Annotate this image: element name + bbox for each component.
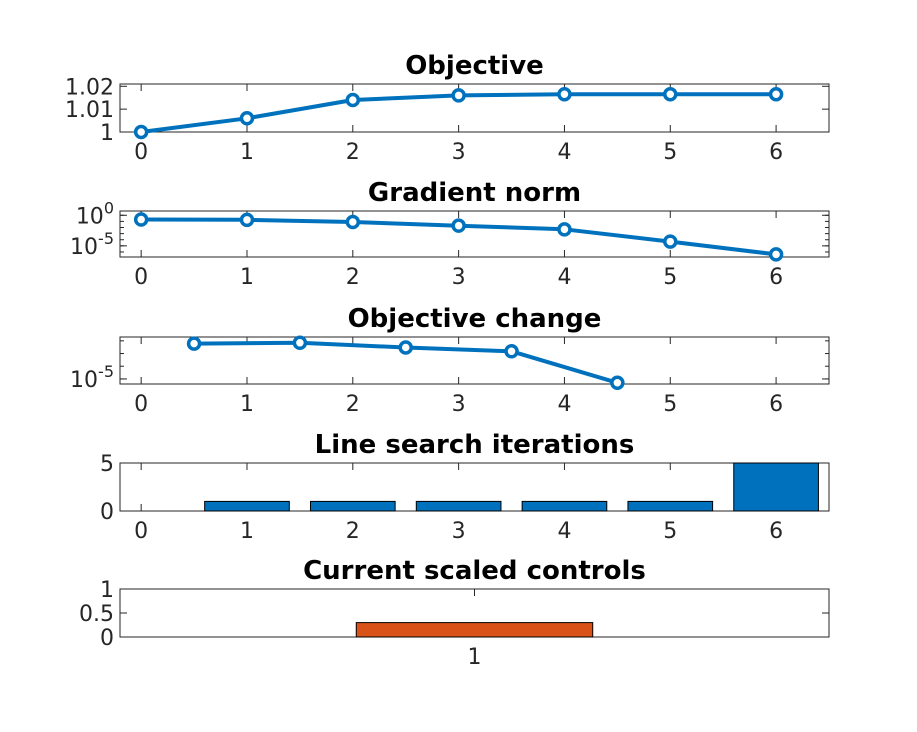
x-tick-label: 1 [240, 265, 254, 290]
y-tick-label: 0 [100, 500, 114, 525]
x-tick-label: 2 [346, 265, 360, 290]
y-tick-label-exponent: -5 [98, 362, 114, 381]
y-tick-label: 0.5 [79, 602, 114, 627]
x-tick-label: 4 [557, 265, 571, 290]
bar [627, 500, 714, 512]
x-tick-label: 0 [134, 265, 148, 290]
x-tick-label: 6 [769, 519, 783, 544]
chart-title: Current scaled controls [303, 556, 646, 586]
bar [309, 500, 396, 512]
data-point [504, 344, 519, 359]
x-tick-label: 1 [240, 519, 254, 544]
data-point [557, 87, 572, 102]
x-tick-label: 6 [769, 265, 783, 290]
x-tick-label: 3 [452, 265, 466, 290]
y-tick-label-base: 10 [76, 204, 104, 229]
y-tick-label-base: 10 [70, 235, 98, 260]
x-tick-label: 4 [557, 392, 571, 417]
chart-title: Objective [405, 51, 544, 81]
subplot-3: Objective change 0 1 2 3 4 5 6 10-5 [70, 304, 830, 417]
chart-title: Gradient norm [368, 178, 581, 208]
chart-title: Objective change [348, 304, 602, 334]
y-tick-label: 1 [100, 121, 114, 146]
y-tick-label: 100 [76, 198, 114, 229]
y-tick-label: 0 [100, 626, 114, 651]
data-point [451, 88, 466, 103]
y-tick-label: 1.02 [65, 75, 114, 100]
data-point [239, 111, 255, 126]
y-tick-label: 5 [100, 452, 114, 477]
data-point [768, 87, 784, 102]
y-tick-label: 10-5 [70, 362, 114, 393]
data-point [133, 212, 149, 227]
data-point [292, 335, 308, 351]
x-tick-label: 0 [134, 140, 148, 165]
x-tick-label: 1 [240, 392, 254, 417]
bar [355, 622, 594, 638]
bar [415, 500, 502, 512]
chart-title: Line search iterations [315, 430, 635, 460]
subplot-4: Line search iterations 0 1 2 3 4 5 6 0 5 [100, 430, 830, 544]
y-tick-label-base: 10 [70, 368, 98, 393]
data-point [239, 212, 255, 228]
x-tick-label: 4 [557, 519, 571, 544]
data-point [345, 92, 361, 108]
data-point [768, 247, 784, 262]
x-tick-label: 1 [240, 140, 254, 165]
data-point [133, 124, 149, 140]
y-tick-label: 1 [100, 578, 114, 603]
data-point [663, 87, 678, 102]
bar [204, 500, 290, 512]
data-point [345, 214, 361, 230]
y-tick-label: 1.01 [65, 98, 114, 123]
x-tick-label: 3 [452, 392, 466, 417]
data-point [398, 340, 413, 355]
x-tick-label: 5 [663, 265, 677, 290]
x-tick-label: 5 [663, 140, 677, 165]
data-point [451, 218, 466, 233]
x-tick-label: 5 [663, 392, 677, 417]
data-point [663, 234, 678, 249]
x-tick-label: 2 [346, 140, 360, 165]
axes-box [119, 83, 830, 133]
data-point [186, 336, 202, 351]
y-tick-label-exponent: 0 [104, 198, 114, 217]
x-tick-label: 4 [557, 140, 571, 165]
y-tick-label: 10-5 [70, 229, 114, 260]
x-tick-label: 6 [769, 140, 783, 165]
x-tick-label: 3 [452, 519, 466, 544]
x-tick-label: 0 [134, 392, 148, 417]
data-point [557, 222, 572, 237]
x-tick-label: 2 [346, 519, 360, 544]
y-tick-label-exponent: -5 [98, 229, 114, 248]
x-tick-label: 5 [663, 519, 677, 544]
x-tick-label: 3 [452, 140, 466, 165]
data-point [610, 375, 625, 391]
x-tick-label: 0 [134, 519, 148, 544]
x-tick-label: 6 [769, 392, 783, 417]
x-tick-label: 1 [468, 645, 482, 670]
x-tick-label: 2 [346, 392, 360, 417]
bar [733, 462, 819, 512]
bar [521, 500, 608, 512]
